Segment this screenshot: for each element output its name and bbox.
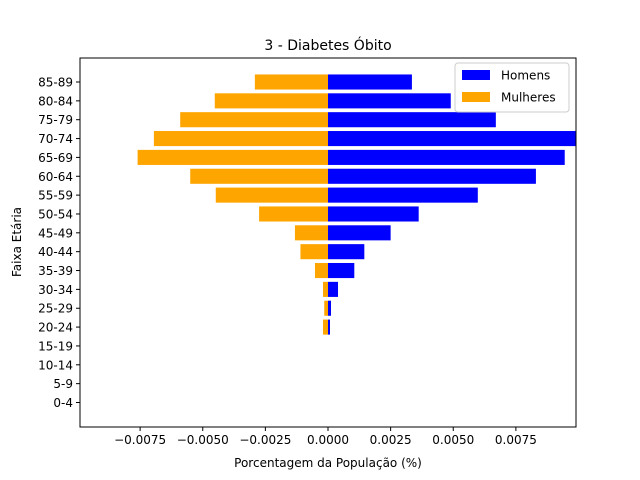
bar-mulheres-85-89 (254, 74, 328, 90)
bar-homens-50-54 (328, 206, 419, 222)
bar-mulheres-55-59 (215, 187, 328, 203)
bar-homens-75-79 (328, 112, 496, 128)
bar-mulheres-25-29 (324, 300, 328, 316)
x-tick-label: 0.0000 (307, 433, 349, 447)
bar-homens-20-24 (328, 319, 331, 335)
x-tick-label: 0.0025 (370, 433, 412, 447)
bars-group (137, 74, 576, 335)
bar-mulheres-45-49 (294, 225, 328, 241)
bar-mulheres-65-69 (137, 149, 328, 165)
x-axis-label: Porcentagem da População (%) (234, 456, 422, 470)
y-tick-label: 60-64 (38, 170, 73, 184)
bar-mulheres-35-39 (314, 262, 328, 279)
y-tick-label: 5-9 (53, 377, 73, 391)
y-ticks-group: 0-4 5-9 10-14 15-19 20-24 25-29 30-34 35-39 40-4… (38, 76, 80, 410)
y-tick-label: 25-29 (38, 302, 73, 316)
y-tick-label: 40-44 (38, 245, 73, 259)
bar-mulheres-20-24 (322, 319, 328, 335)
bar-homens-40-44 (328, 244, 365, 260)
bar-homens-85-89 (328, 74, 412, 90)
legend-label-mulheres: Mulheres (501, 91, 556, 105)
chart-title: 3 - Diabetes Óbito (264, 36, 391, 54)
y-tick-label: 50-54 (38, 207, 73, 221)
x-tick-label: −0.0050 (177, 433, 229, 447)
legend-swatch-mulheres (462, 92, 490, 102)
bar-homens-70-74 (328, 131, 576, 147)
y-tick-label: 85-89 (38, 76, 73, 90)
bar-homens-80-84 (328, 93, 451, 109)
legend-swatch-homens (462, 70, 490, 80)
y-tick-label: 55-59 (38, 189, 73, 203)
bar-homens-55-59 (328, 187, 478, 203)
y-tick-label: 75-79 (38, 113, 73, 127)
y-tick-label: 80-84 (38, 94, 73, 108)
y-tick-label: 30-34 (38, 283, 73, 297)
bar-mulheres-80-84 (214, 93, 328, 109)
x-ticks-group: −0.0075 −0.0050 −0.0025 0.0000 0.0025 0.0050 0… (114, 427, 537, 447)
y-tick-label: 20-24 (38, 321, 73, 335)
bar-mulheres-40-44 (300, 244, 328, 260)
y-axis-label: Faixa Etária (10, 207, 24, 277)
bar-homens-65-69 (328, 149, 565, 165)
x-tick-label: 0.0075 (495, 433, 537, 447)
bar-homens-35-39 (328, 262, 355, 279)
x-tick-label: −0.0075 (114, 433, 166, 447)
bar-mulheres-75-79 (180, 112, 328, 128)
bar-homens-60-64 (328, 168, 536, 184)
bar-mulheres-70-74 (153, 131, 328, 147)
x-tick-label: −0.0025 (239, 433, 291, 447)
y-tick-label: 65-69 (38, 151, 73, 165)
bar-homens-30-34 (328, 281, 339, 297)
bar-mulheres-50-54 (259, 206, 328, 222)
y-tick-label: 35-39 (38, 264, 73, 278)
legend: Homens Mulheres (454, 62, 570, 113)
y-tick-label: 0-4 (53, 396, 73, 410)
legend-label-homens: Homens (501, 69, 550, 83)
bar-homens-45-49 (328, 225, 391, 241)
y-tick-label: 10-14 (38, 358, 73, 372)
y-tick-label: 15-19 (38, 339, 73, 353)
x-tick-label: 0.0050 (432, 433, 474, 447)
bar-mulheres-60-64 (190, 168, 328, 184)
y-tick-label: 45-49 (38, 226, 73, 240)
bar-mulheres-30-34 (322, 281, 328, 297)
y-tick-label: 70-74 (38, 132, 73, 146)
bar-homens-25-29 (328, 300, 332, 316)
